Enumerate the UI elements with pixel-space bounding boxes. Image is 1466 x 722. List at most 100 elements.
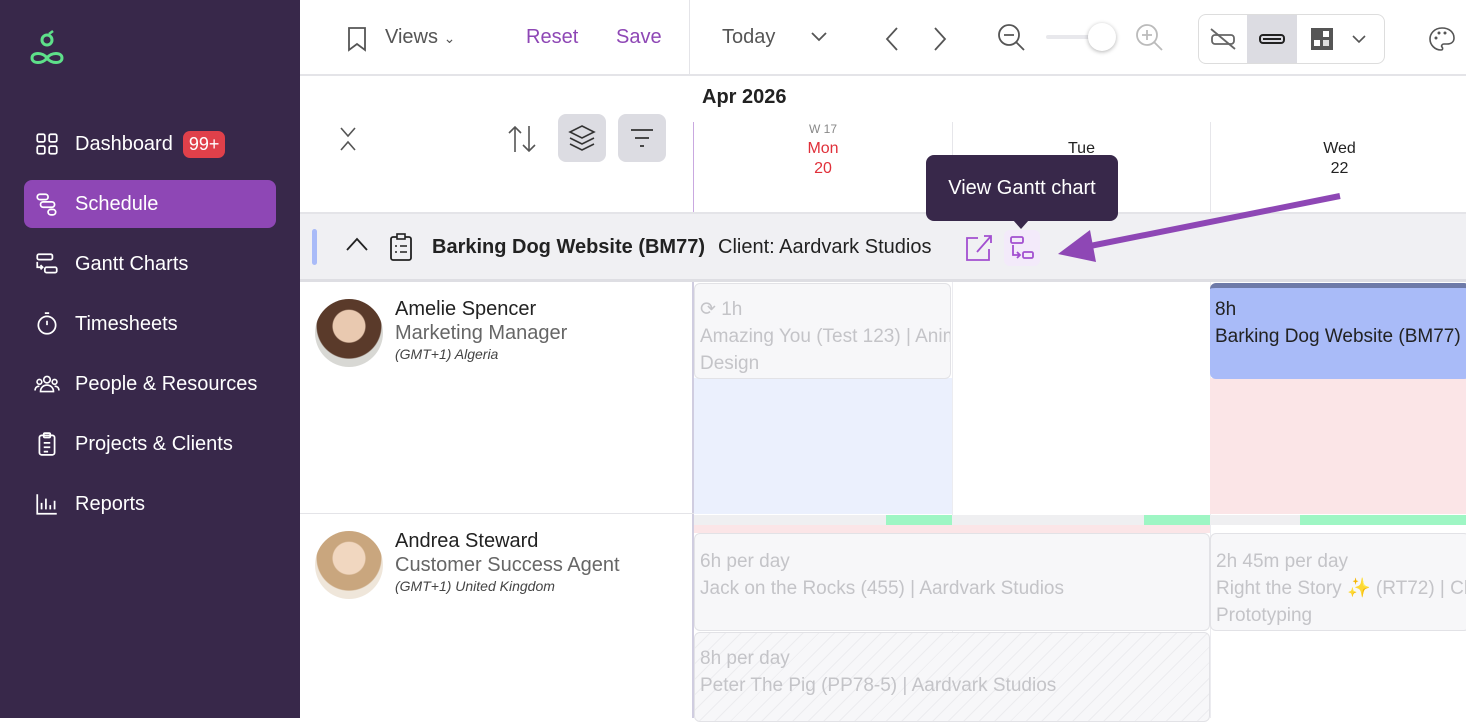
task-title: Peter The Pig (PP78-5) | Aardvark Studio… bbox=[700, 675, 1057, 696]
week-number: W 17 bbox=[808, 122, 837, 136]
edit-external-icon[interactable] bbox=[964, 233, 996, 263]
today-column-border bbox=[692, 282, 694, 718]
bar-chart-icon bbox=[36, 494, 57, 515]
view-mode-group bbox=[1198, 14, 1385, 64]
sidebar-item-label: Gantt Charts bbox=[75, 252, 189, 275]
notification-badge: 99+ bbox=[182, 130, 226, 158]
hide-tasks-button[interactable] bbox=[1199, 15, 1247, 63]
bar-icon bbox=[1259, 34, 1285, 44]
sidebar-item-timesheets[interactable]: Timesheets bbox=[24, 300, 276, 348]
zoom-slider-handle[interactable] bbox=[1088, 23, 1116, 51]
task-card-active[interactable]: 8h Barking Dog Website (BM77) bbox=[1210, 283, 1466, 379]
day-name: Mon bbox=[807, 140, 839, 157]
task-title: Barking Dog Website (BM77) bbox=[1215, 326, 1461, 347]
task-title: Right the Story ✨ (RT72) | Charlie bbox=[1216, 578, 1466, 599]
heatmap-view-button[interactable] bbox=[1297, 15, 1347, 63]
project-client: Client: Aardvark Studios bbox=[718, 236, 932, 258]
filter-button[interactable] bbox=[618, 114, 666, 162]
people-icon bbox=[34, 375, 60, 393]
task-hours: 6h per day bbox=[700, 551, 790, 572]
task-hours: 8h bbox=[1215, 299, 1237, 320]
project-row bbox=[300, 212, 1466, 282]
reset-button[interactable]: Reset bbox=[526, 26, 579, 48]
schedule-icon bbox=[36, 193, 57, 216]
view-gantt-chart-button[interactable] bbox=[1004, 230, 1040, 266]
bookmark-icon bbox=[348, 27, 366, 52]
person-name[interactable]: Andrea Steward bbox=[395, 530, 539, 552]
zoom-out-icon[interactable] bbox=[996, 22, 1028, 54]
person-timezone: (GMT+1) United Kingdom bbox=[395, 578, 555, 594]
group-by-button[interactable] bbox=[558, 114, 606, 162]
avatar bbox=[315, 299, 383, 367]
chevron-down-icon: ⌄ bbox=[443, 30, 456, 46]
task-subtitle: Design bbox=[700, 353, 760, 374]
day-date: 22 bbox=[1330, 160, 1349, 177]
sidebar-item-projects-clients[interactable]: Projects & Clients bbox=[24, 420, 276, 468]
avatar bbox=[315, 531, 383, 599]
day-name: Wed bbox=[1323, 140, 1356, 157]
task-card[interactable]: ⟳ 1h Amazing You (Test 123) | Animation De… bbox=[694, 283, 951, 379]
eye-off-icon bbox=[1210, 28, 1236, 50]
annotation-arrow bbox=[1058, 193, 1341, 262]
day-name: Tue bbox=[1068, 140, 1095, 157]
next-icon[interactable] bbox=[932, 26, 948, 52]
sidebar-item-schedule[interactable]: Schedule bbox=[24, 180, 276, 228]
divider bbox=[689, 0, 690, 76]
day-header-wed: Wed 22 bbox=[1210, 122, 1466, 212]
task-hours: 1h bbox=[721, 299, 743, 320]
task-title: Amazing You (Test 123) | Animation bbox=[700, 326, 950, 347]
overallocation-fill bbox=[694, 525, 1210, 533]
sidebar-item-dashboard[interactable]: Dashboard 99+ bbox=[24, 120, 276, 168]
task-title: Jack on the Rocks (455) | Aardvark Studi… bbox=[700, 578, 1064, 599]
collapse-all-icon[interactable] bbox=[338, 126, 358, 152]
task-hours: 2h 45m per day bbox=[1216, 551, 1349, 572]
day-header-mon: W 17 Mon 20 bbox=[694, 122, 952, 212]
toolbar: Views ⌄ Reset Save Today bbox=[300, 0, 1466, 76]
sidebar-item-people-resources[interactable]: People & Resources bbox=[24, 360, 276, 408]
today-line bbox=[693, 122, 694, 212]
gantt-icon bbox=[1010, 236, 1034, 259]
person-name[interactable]: Amelie Spencer bbox=[395, 298, 537, 320]
sidebar-item-label: Schedule bbox=[75, 192, 159, 215]
sort-icon[interactable] bbox=[506, 124, 538, 154]
heatmap-icon bbox=[1311, 28, 1333, 50]
month-label: Apr 2026 bbox=[702, 86, 787, 108]
tooltip-arrow bbox=[1013, 220, 1029, 229]
sidebar-item-label: Projects & Clients bbox=[75, 432, 233, 455]
app-logo-icon[interactable] bbox=[28, 30, 68, 68]
compact-view-button[interactable] bbox=[1247, 15, 1297, 63]
palette-icon[interactable] bbox=[1428, 26, 1456, 52]
utilization-available bbox=[1144, 515, 1210, 525]
previous-icon[interactable] bbox=[884, 26, 900, 52]
filter-icon bbox=[631, 129, 653, 147]
chevron-down-icon[interactable] bbox=[810, 30, 828, 44]
stopwatch-icon bbox=[37, 312, 57, 335]
project-name[interactable]: Barking Dog Website (BM77) bbox=[432, 236, 705, 258]
sidebar-item-label: Dashboard bbox=[75, 132, 173, 155]
project-color-marker bbox=[312, 229, 317, 265]
person-role: Customer Success Agent bbox=[395, 554, 620, 576]
chevron-up-icon[interactable] bbox=[344, 236, 370, 252]
chevron-down-icon[interactable] bbox=[1351, 33, 1367, 45]
task-card[interactable]: 2h 45m per day Right the Story ✨ (RT72) |… bbox=[1210, 533, 1466, 631]
task-card-tentative[interactable]: 8h per day Peter The Pig (PP78-5) | Aardv… bbox=[694, 632, 1210, 722]
zoom-slider[interactable] bbox=[1046, 35, 1116, 39]
task-subtitle: Prototyping bbox=[1216, 605, 1313, 626]
capacity-fill bbox=[694, 378, 952, 514]
sidebar-item-reports[interactable]: Reports bbox=[24, 480, 276, 528]
task-card[interactable]: 6h per day Jack on the Rocks (455) | Aard… bbox=[694, 533, 1210, 631]
person-role: Marketing Manager bbox=[395, 322, 568, 344]
save-button[interactable]: Save bbox=[616, 26, 662, 48]
layers-icon bbox=[568, 125, 596, 151]
recurring-icon: ⟳ bbox=[700, 299, 716, 320]
today-button[interactable]: Today bbox=[722, 26, 776, 48]
sidebar-item-gantt-charts[interactable]: Gantt Charts bbox=[24, 240, 276, 288]
overallocation-fill bbox=[1210, 378, 1466, 514]
utilization-bar bbox=[694, 515, 1466, 525]
gantt-icon bbox=[36, 253, 58, 274]
zoom-in-icon[interactable] bbox=[1134, 22, 1166, 54]
views-label: Views bbox=[385, 26, 438, 48]
utilization-available bbox=[886, 515, 952, 525]
sidebar-item-label: Reports bbox=[75, 492, 146, 515]
views-dropdown[interactable]: Views ⌄ bbox=[385, 26, 455, 49]
